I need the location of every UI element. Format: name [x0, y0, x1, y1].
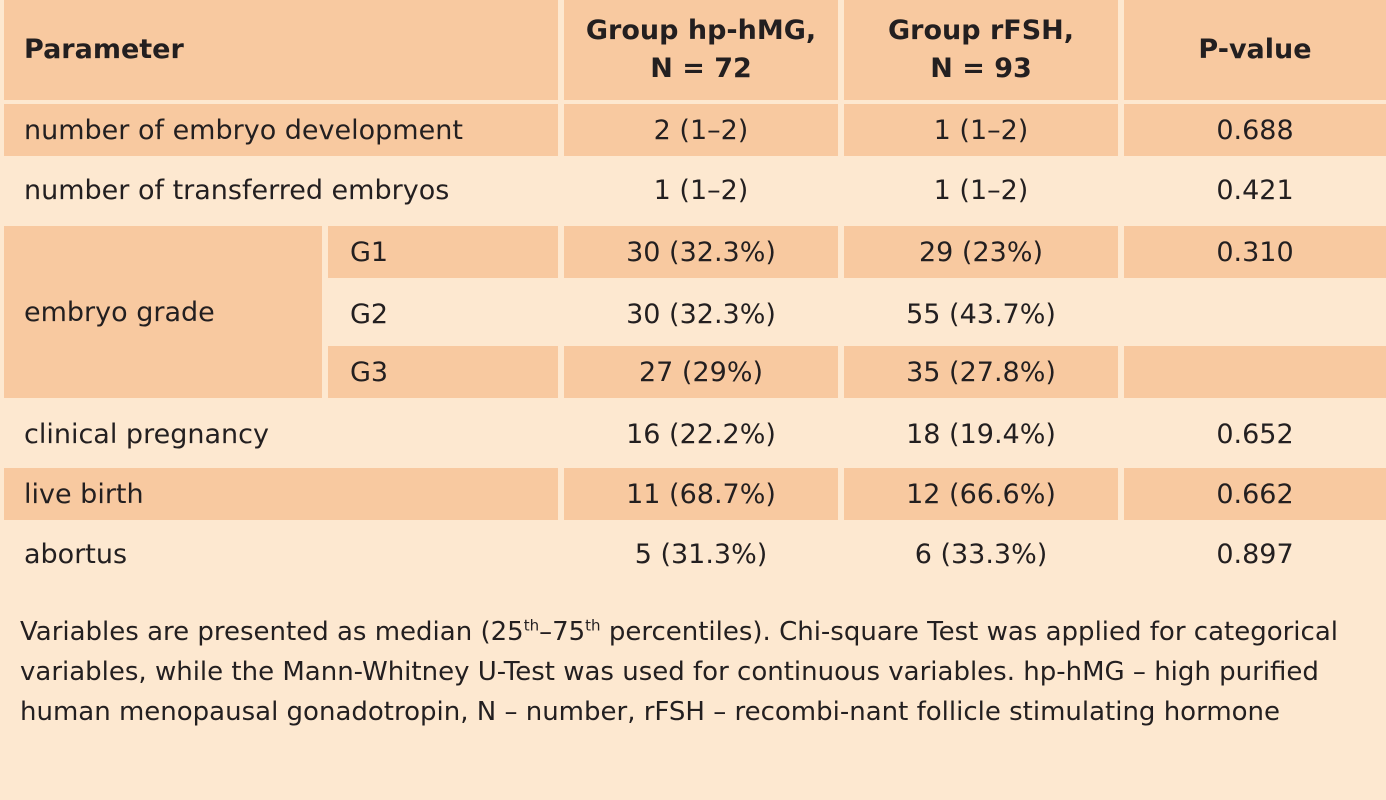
- footnote-sup2: th: [585, 616, 601, 635]
- row-pregnancy-hmg: 16 (22.2%): [626, 418, 776, 450]
- footnote-part2: –75: [539, 617, 586, 647]
- row-pregnancy-label: clinical pregnancy: [24, 418, 269, 450]
- footnote-sup1: th: [523, 616, 540, 635]
- row-abortus-label: abortus: [24, 538, 128, 570]
- row-abortus-p: 0.897: [1216, 538, 1294, 570]
- header-pvalue-text: P-value: [1198, 34, 1312, 65]
- row-g3-p-empty: [1124, 346, 1386, 398]
- header-rfsh-line2: N = 93: [930, 53, 1032, 84]
- row-g2-rfsh: 55 (43.7%): [906, 298, 1056, 330]
- row-live-birth-label: live birth: [4, 468, 558, 520]
- row-live-birth-hmg: 11 (68.7%): [564, 468, 838, 520]
- results-table: Parameter Group hp-hMG, N = 72 Group rFS…: [4, 0, 1386, 570]
- table-footnote: Variables are presented as median (25th–…: [20, 612, 1370, 732]
- footnote-part3: percentiles). Chi-square Test was applie…: [20, 617, 1338, 727]
- row-g1-hmg: 30 (32.3%): [564, 226, 838, 278]
- header-parameter-text: Parameter: [24, 34, 184, 65]
- row-pregnancy-p: 0.652: [1216, 418, 1294, 450]
- header-parameter: Parameter: [4, 0, 558, 100]
- row-live-birth-rfsh: 12 (66.6%): [844, 468, 1118, 520]
- row-embryo-dev-label: number of embryo development: [4, 104, 558, 156]
- row-embryo-dev-rfsh: 1 (1–2): [844, 104, 1118, 156]
- row-transferred-label: number of transferred embryos: [24, 174, 450, 206]
- header-hmg-line1: Group hp-hMG,: [585, 15, 817, 46]
- row-g1-p: 0.310: [1124, 226, 1386, 278]
- row-g1-label: G1: [328, 226, 558, 278]
- header-rfsh-line1: Group rFSH,: [887, 15, 1075, 46]
- row-transferred-p: 0.421: [1216, 174, 1294, 206]
- row-abortus-rfsh: 6 (33.3%): [914, 538, 1048, 570]
- row-embryo-dev-p: 0.688: [1124, 104, 1386, 156]
- header-rfsh: Group rFSH, N = 93: [844, 0, 1118, 100]
- row-g3-rfsh: 35 (27.8%): [844, 346, 1118, 398]
- row-transferred-hmg: 1 (1–2): [653, 174, 749, 206]
- row-live-birth-p: 0.662: [1124, 468, 1386, 520]
- header-pvalue: P-value: [1124, 0, 1386, 100]
- row-embryo-dev-hmg: 2 (1–2): [564, 104, 838, 156]
- row-g1-rfsh: 29 (23%): [844, 226, 1118, 278]
- row-g3-label: G3: [328, 346, 558, 398]
- row-transferred-rfsh: 1 (1–2): [933, 174, 1029, 206]
- header-hmg-line2: N = 72: [650, 53, 752, 84]
- row-pregnancy-rfsh: 18 (19.4%): [906, 418, 1056, 450]
- row-g3-hmg: 27 (29%): [564, 346, 838, 398]
- row-grade-label: embryo grade: [4, 226, 322, 398]
- footnote-part1: Variables are presented as median (25: [20, 617, 524, 647]
- row-g2-hmg: 30 (32.3%): [626, 298, 776, 330]
- row-g2-label: G2: [350, 298, 389, 330]
- header-hmg: Group hp-hMG, N = 72: [564, 0, 838, 100]
- row-abortus-hmg: 5 (31.3%): [634, 538, 768, 570]
